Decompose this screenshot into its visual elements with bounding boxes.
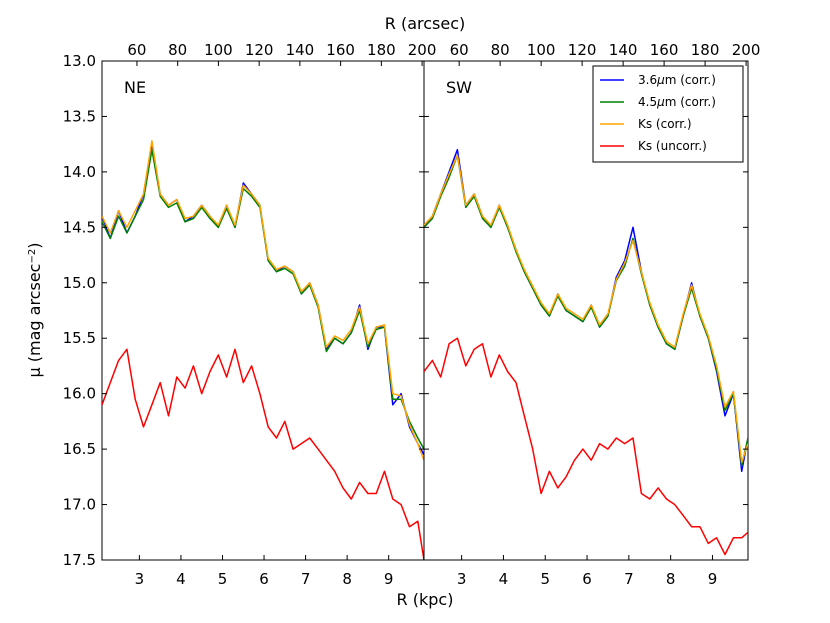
panel-sw-label: SW <box>446 78 472 97</box>
panel-ne-toptick-label-2: 100 <box>204 41 233 59</box>
panel-sw-xtick-label-1: 4 <box>499 570 509 588</box>
ytick-label-5: 15.5 <box>63 329 96 347</box>
panel-ne-toptick-label-1: 80 <box>168 41 187 59</box>
ytick-label-3: 14.5 <box>63 218 96 236</box>
legend-label-1: 4.5μm (corr.) <box>638 95 716 109</box>
legend: 3.6μm (corr.) 4.5μm (corr.) Ks (corr.) Ks (… <box>592 65 744 163</box>
panel-ne-xtick-label-5: 8 <box>342 570 352 588</box>
panel-ne-label: NE <box>124 78 146 97</box>
panel-sw-series-3 <box>424 337 748 556</box>
panel-sw-toptick-label-4: 140 <box>609 41 638 59</box>
panel-ne-series <box>102 140 424 560</box>
panel-sw-toptick-label-5: 160 <box>650 41 679 59</box>
panel-sw-ticks <box>424 60 748 561</box>
panel-ne-toptick-label-7: 200 <box>408 41 437 59</box>
panel-sw-toptick-label-6: 180 <box>691 41 720 59</box>
ytick-label-4: 15.0 <box>63 274 96 292</box>
legend-label-3: Ks (uncorr.) <box>638 139 707 153</box>
panel-ne-xtick-label-6: 9 <box>384 570 394 588</box>
x-axis-labels: 3 4 5 6 7 8 9 3 4 5 6 7 8 9 <box>135 570 718 588</box>
panel-ne-toptick-label-6: 180 <box>367 41 396 59</box>
panel-ne-toptick-label-5: 160 <box>326 41 355 59</box>
panel-ne-xtick-label-3: 6 <box>259 570 269 588</box>
panel-ne-toptick-label-3: 120 <box>245 41 274 59</box>
top-axis-title: R (arcsec) <box>385 14 466 33</box>
panel-sw-series-1 <box>424 154 748 467</box>
ytick-label-9: 17.5 <box>63 551 96 569</box>
panel-ne-ticks <box>102 60 424 561</box>
panel-sw-toptick-label-1: 80 <box>491 41 510 59</box>
panel-sw-toptick-label-3: 120 <box>568 41 597 59</box>
legend-label-0: 3.6μm (corr.) <box>638 73 716 87</box>
panel-ne-xtick-label-4: 7 <box>301 570 311 588</box>
panel-sw-xtick-label-3: 6 <box>582 570 592 588</box>
x-axis-title: R (kpc) <box>397 590 454 609</box>
panel-ne-xtick-label-0: 3 <box>135 570 145 588</box>
panel-ne-toptick-label-0: 60 <box>127 41 146 59</box>
panel-sw-series-2 <box>424 154 748 464</box>
legend-entries: 3.6μm (corr.) 4.5μm (corr.) Ks (corr.) Ks (… <box>600 73 716 153</box>
ytick-label-6: 16.0 <box>63 385 96 403</box>
panel-sw-xtick-label-0: 3 <box>457 570 467 588</box>
top-axis-labels: 60 80 100 120 140 160 180 200 60 80 100 120 140 160 18… <box>127 41 760 59</box>
panel-ne-xtick-label-2: 5 <box>218 570 228 588</box>
y-axis-title-sup: −2 <box>27 249 38 264</box>
panel-sw-series <box>424 148 748 556</box>
panel-sw-toptick-label-2: 100 <box>527 41 556 59</box>
panel-sw: SW <box>423 60 749 561</box>
panel-ne-series-2 <box>102 140 424 461</box>
panel-ne-frame <box>101 60 425 561</box>
panel-sw-xtick-label-2: 5 <box>540 570 550 588</box>
y-axis-title-suffix: ) <box>25 243 44 249</box>
ytick-label-8: 17.0 <box>63 496 96 514</box>
panel-sw-frame <box>423 60 749 561</box>
panel-ne: NE <box>101 60 425 561</box>
ytick-label-7: 16.5 <box>63 440 96 458</box>
panel-sw-toptick-label-7: 200 <box>732 41 761 59</box>
y-axis-title: μ (mag arcsec−2) <box>25 243 44 378</box>
panel-sw-xtick-label-5: 8 <box>666 570 676 588</box>
panel-sw-xtick-label-6: 9 <box>708 570 718 588</box>
panel-ne-xtick-label-1: 4 <box>176 570 186 588</box>
panel-ne-toptick-label-4: 140 <box>286 41 315 59</box>
panel-sw-toptick-label-0: 60 <box>450 41 469 59</box>
panel-ne-series-3 <box>102 348 424 560</box>
y-axis-title-prefix: μ (mag arcsec <box>25 264 44 378</box>
ytick-label-0: 13.0 <box>63 52 96 70</box>
legend-label-2: Ks (corr.) <box>638 117 692 131</box>
y-axis-labels: 13.0 13.5 14.0 14.5 15.0 15.5 16.0 16.5 17.0 17.5 <box>63 52 96 569</box>
ytick-label-1: 13.5 <box>63 107 96 125</box>
panel-sw-xtick-label-4: 7 <box>624 570 634 588</box>
ytick-label-2: 14.0 <box>63 163 96 181</box>
